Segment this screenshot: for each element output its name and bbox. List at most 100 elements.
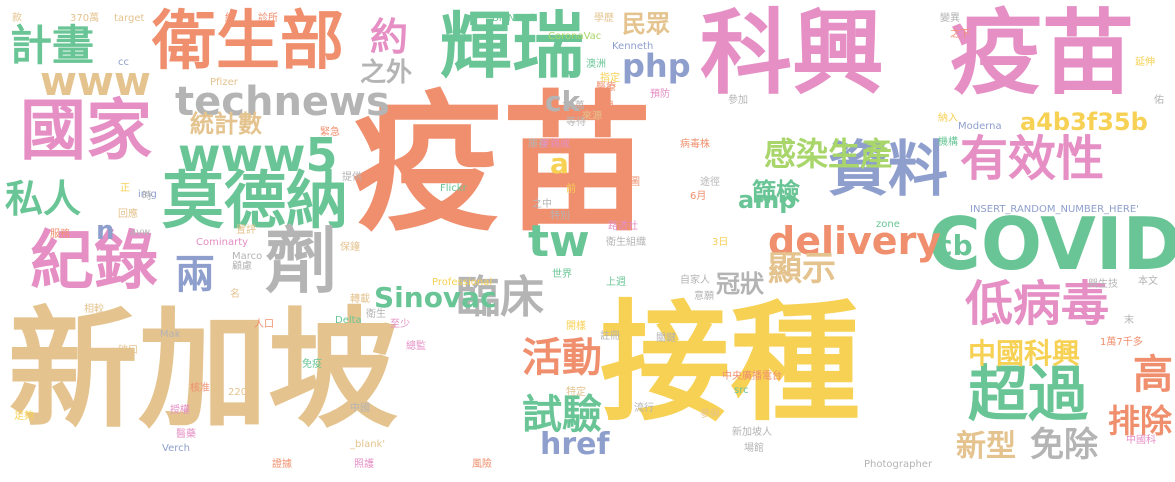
word-delta: Delta bbox=[335, 315, 362, 326]
word-www5: www5 bbox=[178, 128, 338, 182]
word-gao: 高 bbox=[1133, 352, 1173, 398]
word-fengxian: 風險 bbox=[472, 459, 492, 470]
word-ganran: 感染生產 bbox=[764, 135, 893, 173]
word-shaijian: 篩檢 bbox=[752, 178, 800, 206]
word-xueqi: 學歷 bbox=[594, 13, 614, 24]
word-liuxing: 流行 bbox=[634, 403, 654, 414]
word-shijie: 世界 bbox=[552, 269, 572, 280]
word-yufang: 預防 bbox=[650, 89, 670, 100]
word-zongjian: 總監 bbox=[406, 341, 426, 352]
word-bingduzhu: 病毒株 bbox=[680, 139, 710, 150]
word-zhongguokexing: 中國科興 bbox=[968, 337, 1081, 370]
word-tebie: 特別 bbox=[550, 211, 570, 222]
word-zhuce: 註冊 bbox=[600, 331, 620, 342]
word-lutoushe: 路透社 bbox=[608, 221, 638, 232]
word-yue: 約 bbox=[370, 15, 409, 59]
word-sinovac: Sinovac bbox=[374, 281, 497, 314]
word-linchuang: 臨床 bbox=[456, 272, 544, 323]
word-cb: cb bbox=[936, 229, 973, 262]
word-mo: 末 bbox=[1124, 315, 1134, 326]
word-cc: cc bbox=[118, 57, 129, 68]
word-220: 220萬 bbox=[228, 387, 258, 398]
word-a4b3: a4b3f35b bbox=[1020, 108, 1148, 136]
word-yimiao2: 疫苗 bbox=[950, 0, 1135, 107]
word-tw: tw bbox=[528, 216, 590, 267]
word-marco: Marco bbox=[232, 251, 263, 262]
word-20wan: 20萬 bbox=[562, 101, 585, 112]
word-zhuanzai: 轉載 bbox=[350, 294, 370, 305]
word-youxiaoxing: 有效性 bbox=[960, 131, 1105, 187]
word-zhiding: 指定 bbox=[600, 73, 620, 84]
word-flickr: Flickr bbox=[440, 183, 467, 194]
word-weishengzuzhi: 衛生組織 bbox=[606, 237, 646, 248]
word-professional: Professional bbox=[432, 277, 493, 288]
word-ziliao: 資料 bbox=[828, 135, 948, 205]
word-hezhun: 核准 bbox=[190, 383, 210, 394]
word-fuwu: 服務 bbox=[50, 229, 70, 240]
word-zhixia: 之下 bbox=[950, 29, 970, 40]
word-xinjiapuren: 新加坡人 bbox=[732, 427, 772, 438]
word-benwen: 本文 bbox=[1138, 276, 1158, 287]
word-shi: 時 bbox=[142, 191, 152, 202]
word-jiezhong: 接種 bbox=[600, 287, 861, 439]
word-www: www bbox=[40, 59, 151, 105]
word-370: 370萬 bbox=[70, 13, 100, 24]
word-covid: COVID bbox=[928, 202, 1175, 286]
word-jilu: 紀錄 bbox=[30, 225, 158, 299]
word-ming: 名 bbox=[230, 289, 240, 300]
word-amp: amp bbox=[738, 186, 797, 214]
word-guanjian: 關鍵 bbox=[656, 333, 676, 344]
word-renkou: 人口 bbox=[254, 319, 274, 330]
word-minzhong: 民眾 bbox=[622, 10, 670, 38]
word-zhongguoke2: 中國科 bbox=[1126, 435, 1156, 446]
word-laiyuan: 來源 bbox=[582, 111, 602, 122]
word-ji: 劑 bbox=[265, 219, 338, 303]
word-teding: 特定 bbox=[566, 387, 586, 398]
word-blank: _blank' bbox=[350, 439, 386, 450]
word-kexing: 科興 bbox=[700, 0, 885, 107]
word-coronavac: CoronaVac bbox=[548, 31, 602, 42]
word-liang: 兩 bbox=[175, 252, 215, 298]
word-ck: ck bbox=[545, 85, 581, 118]
word-yimiao-main: 疫苗 bbox=[352, 78, 653, 252]
word-href: href bbox=[540, 427, 610, 462]
word-yanshen: 延伸 bbox=[1135, 57, 1155, 68]
word-zhiping: 置評 bbox=[236, 225, 256, 236]
word-yiliao: 醫療 bbox=[596, 82, 616, 93]
word-xingshengji: 興生技 bbox=[1088, 279, 1118, 290]
word-tigong: 提供 bbox=[342, 172, 362, 183]
word-qian: 前 bbox=[566, 184, 576, 195]
word-guli: 顧慮 bbox=[232, 261, 252, 272]
word-tujing: 途徑 bbox=[700, 177, 720, 188]
word-paichu: 排除 bbox=[1108, 402, 1173, 440]
word-narui: 納入 bbox=[938, 113, 958, 124]
word-guanzhuang: 冠狀 bbox=[716, 270, 764, 298]
word-mianchu: 免除 bbox=[1030, 425, 1098, 465]
word-shiyan: 試驗 bbox=[522, 392, 602, 438]
word-src: src bbox=[734, 385, 749, 396]
word-aozhou: 澳洲 bbox=[586, 59, 606, 70]
word-1wan: 1萬7千多 bbox=[1100, 337, 1143, 348]
word-linghuowei: 麥錫威 bbox=[540, 139, 570, 150]
word-shangzhou: 上週 bbox=[606, 277, 626, 288]
word-po: 破口 bbox=[118, 345, 138, 356]
word-bianyi: 變異 bbox=[940, 13, 960, 24]
word-xinxing: 新型 bbox=[956, 429, 1016, 464]
word-6yue: 6月 bbox=[690, 191, 707, 202]
word-guojia: 國家 bbox=[20, 92, 152, 169]
word-zhishao: 至少 bbox=[390, 319, 410, 330]
word-tongjishu: 統計數 bbox=[190, 110, 262, 138]
word-technews: technews bbox=[175, 79, 390, 125]
word-kuan: 款 bbox=[12, 13, 22, 24]
word-zheng: 正 bbox=[120, 183, 130, 194]
word-dengdai: 等待 bbox=[566, 117, 586, 128]
word-kenneth: Kenneth bbox=[612, 41, 654, 52]
word-delivery: delivery bbox=[768, 219, 942, 263]
word-mianyi: 免疫 bbox=[302, 359, 322, 370]
word-weishengbu: 衛生部 bbox=[152, 5, 344, 79]
word-huiying: 回應 bbox=[118, 209, 138, 220]
word-3ri: 3日 bbox=[712, 237, 729, 248]
word-zhaohu: 照護 bbox=[354, 459, 374, 470]
word-xinjiapo: 新加坡 bbox=[8, 294, 399, 446]
